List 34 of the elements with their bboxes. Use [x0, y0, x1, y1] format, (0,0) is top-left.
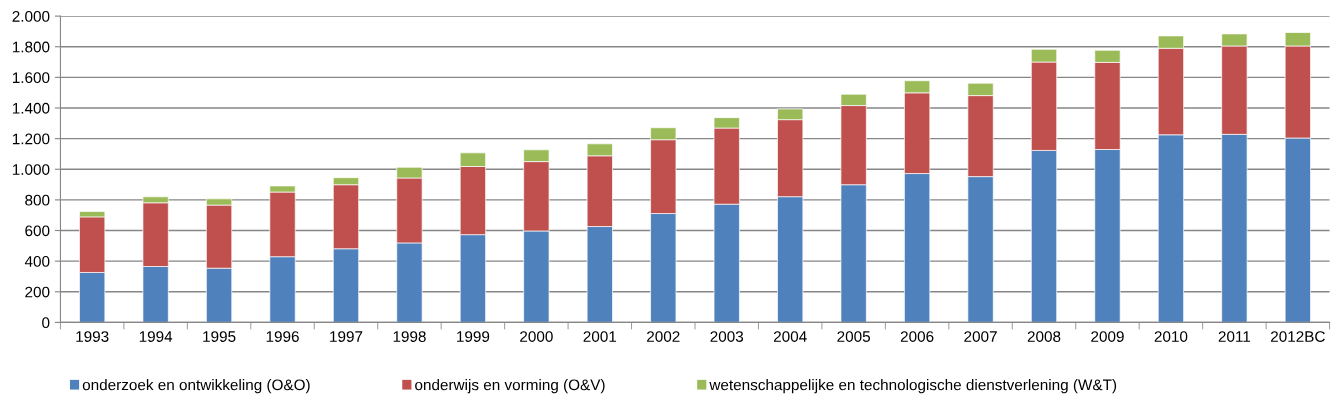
x-tick-label: 1998	[393, 331, 426, 342]
x-tick-label: 1993	[76, 331, 109, 342]
x-tick-label: 2001	[583, 331, 617, 342]
y-tick-label: 1.200	[12, 133, 50, 145]
x-tick-label: 1996	[266, 331, 299, 342]
x-tick-label: 1995	[203, 331, 236, 342]
x-tick-label: 1999	[457, 331, 490, 342]
y-tick-label: 1.400	[12, 102, 50, 114]
x-tick-label: 1994	[139, 331, 173, 342]
y-tick-label: 1.000	[12, 164, 50, 175]
y-tick-label: 1.600	[12, 72, 50, 84]
x-tick-label: 2007	[964, 331, 997, 342]
x-tick-label: 1997	[330, 331, 363, 342]
y-tick-label: 200	[25, 286, 50, 298]
x-tick-label: 2010	[1154, 331, 1188, 342]
x-tick-label: 2008	[1027, 331, 1061, 342]
x-tick-label: 2011	[1218, 331, 1251, 342]
y-tick-label: 2.000	[12, 10, 50, 22]
legend-label: onderzoek en ontwikkeling (O&O)	[82, 379, 310, 394]
x-tick-label: 2005	[837, 331, 870, 342]
y-tick-label: 1.800	[12, 41, 50, 53]
x-tick-label: 2009	[1091, 331, 1124, 342]
y-tick-label: 0	[42, 317, 50, 329]
y-tick-label: 800	[25, 194, 50, 206]
legend-label: wetenschappelijke en technologische dienstverlening (W&T)	[709, 379, 1117, 394]
x-tick-label: 2006	[900, 331, 934, 342]
legend-label: onderwijs en vorming (O&V)	[415, 379, 605, 394]
x-tick-label: 2004	[773, 331, 807, 342]
x-tick-label: 2002	[647, 331, 680, 342]
y-tick-label: 600	[25, 225, 50, 237]
y-tick-label: 400	[24, 256, 50, 267]
x-tick-label: 2003	[710, 331, 744, 342]
x-tick-label: 2000	[520, 331, 553, 342]
x-tick-label: 2012BC	[1271, 331, 1325, 342]
